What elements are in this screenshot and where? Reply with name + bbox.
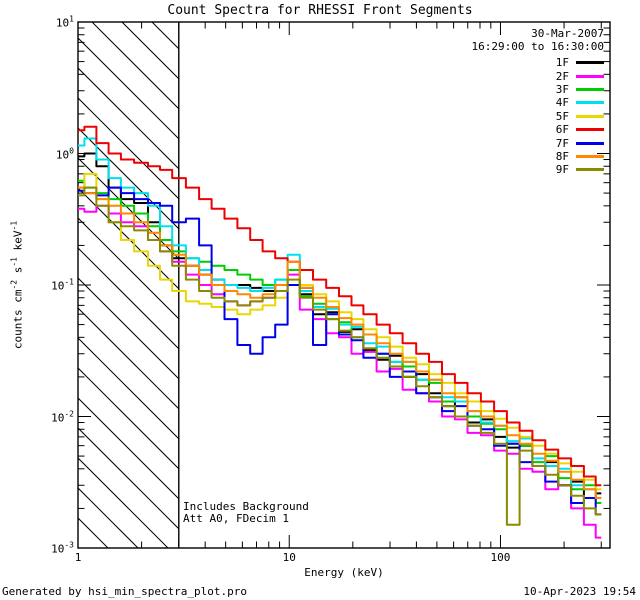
legend-swatch-4F bbox=[576, 101, 604, 105]
y-axis-label: counts cm-2 s-1 keV-1 bbox=[9, 220, 25, 350]
y-tick-label-10^0: 100 bbox=[55, 146, 74, 161]
series-2F bbox=[78, 204, 602, 539]
legend-swatch-9F bbox=[576, 168, 604, 172]
series-9F bbox=[78, 186, 602, 526]
hatched-region bbox=[78, 22, 179, 548]
legend-item-3F: 3F bbox=[556, 83, 604, 96]
legend: 1F 2F 3F 4F 5F 6F 7F 8F 9F bbox=[556, 56, 604, 177]
generator-credit: Generated by hsi_min_spectra_plot.pro bbox=[2, 585, 248, 598]
legend-item-4F: 4F bbox=[556, 96, 604, 109]
x-axis-label: Energy (keV) bbox=[304, 566, 384, 579]
legend-item-8F: 8F bbox=[556, 150, 604, 163]
observation-date: 30-Mar-2007 bbox=[531, 27, 604, 40]
legend-item-5F: 5F bbox=[556, 110, 604, 123]
legend-swatch-3F bbox=[576, 87, 604, 91]
x-tick-label-10: 10 bbox=[282, 551, 296, 564]
annotation-attenuator-state: Att A0, FDecim 1 bbox=[183, 512, 289, 525]
legend-label-7F: 7F bbox=[555, 136, 569, 150]
legend-item-7F: 7F bbox=[555, 136, 604, 150]
legend-swatch-8F bbox=[576, 154, 604, 158]
legend-label-3F: 3F bbox=[555, 82, 569, 96]
y-tick-label-10^1: 101 bbox=[55, 14, 74, 30]
legend-swatch-1F bbox=[576, 61, 604, 65]
legend-label-5F: 5F bbox=[555, 109, 569, 123]
series-3F bbox=[78, 179, 602, 504]
x-tick-label-1: 1 bbox=[74, 551, 82, 564]
legend-item-2F: 2F bbox=[555, 69, 604, 83]
y-tick-label-10^-3: 10-3 bbox=[51, 540, 74, 556]
observation-time-range: 16:29:00 to 16:30:00 bbox=[471, 40, 604, 53]
legend-label-8F: 8F bbox=[555, 149, 569, 163]
legend-label-2F: 2F bbox=[555, 69, 569, 83]
chart-title: Count Spectra for RHESSI Front Segments bbox=[167, 3, 473, 18]
plot-frame bbox=[77, 21, 611, 549]
x-tick-label-100: 100 bbox=[490, 551, 511, 564]
legend-label-6F: 6F bbox=[555, 123, 569, 137]
legend-swatch-5F bbox=[576, 114, 604, 118]
y-tick-label-10^-2: 10-2 bbox=[51, 409, 74, 424]
legend-label-9F: 9F bbox=[555, 163, 569, 177]
legend-item-9F: 9F bbox=[556, 163, 604, 176]
annotation-includes-background: Includes Background bbox=[183, 500, 309, 513]
legend-swatch-7F bbox=[576, 141, 604, 145]
legend-swatch-2F bbox=[576, 74, 604, 78]
render-timestamp: 10-Apr-2023 19:54 bbox=[523, 585, 636, 598]
y-tick-label-10^-1: 10-1 bbox=[51, 277, 74, 293]
series-6F bbox=[78, 125, 602, 487]
legend-label-1F: 1F bbox=[555, 56, 569, 70]
legend-label-4F: 4F bbox=[555, 96, 569, 110]
legend-swatch-6F bbox=[576, 128, 604, 132]
legend-item-6F: 6F bbox=[556, 123, 604, 136]
legend-item-1F: 1F bbox=[556, 56, 604, 69]
spectra-curves bbox=[78, 125, 602, 539]
